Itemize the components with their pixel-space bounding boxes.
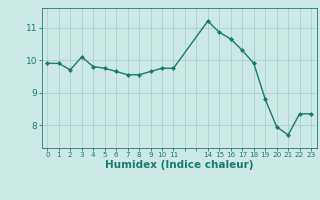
X-axis label: Humidex (Indice chaleur): Humidex (Indice chaleur) bbox=[105, 160, 253, 170]
